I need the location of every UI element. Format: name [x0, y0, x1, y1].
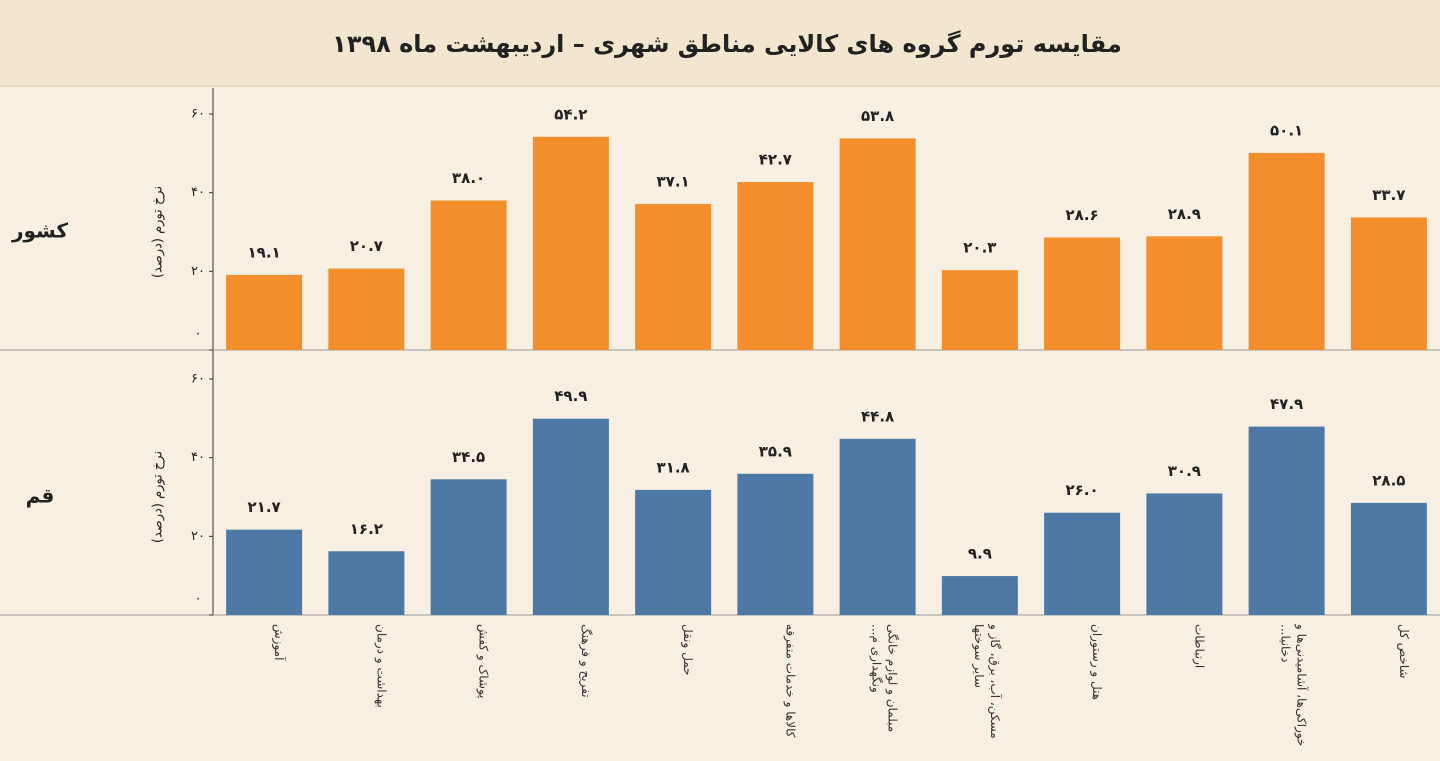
bar — [1350, 217, 1427, 350]
value-label: ۹.۹ — [968, 545, 992, 563]
value-label: ۲۸.۹ — [1168, 205, 1201, 223]
value-label: ۳۰.۹ — [1168, 462, 1201, 480]
bar — [839, 138, 916, 350]
y-tick-label: ۲۰ — [191, 264, 205, 279]
bar — [1248, 426, 1325, 615]
y-axis-title: نرخ تورم (درصد) — [151, 186, 166, 278]
bar — [430, 200, 507, 350]
x-tick-label: مبلمان و لوازم خانگی ونگهداری م... — [869, 624, 900, 733]
y-tick-label: ۴۰ — [191, 185, 205, 200]
value-label: ۴۷.۹ — [1270, 395, 1303, 413]
y-tick-label: ۶۰ — [191, 107, 205, 122]
bar — [1146, 236, 1223, 350]
value-label: ۲۶.۰ — [1066, 481, 1099, 499]
bar — [1146, 493, 1223, 615]
y-tick-label: ۰ — [195, 327, 202, 342]
value-label: ۱۶.۲ — [350, 520, 383, 538]
value-label: ۳۵.۹ — [759, 442, 792, 460]
bar — [532, 418, 609, 615]
value-label: ۳۱.۸ — [657, 458, 690, 476]
bar — [226, 274, 303, 350]
value-label: ۳۴.۵ — [452, 448, 485, 466]
y-tick-label: ۶۰ — [191, 372, 205, 387]
value-label: ۲۰.۷ — [350, 237, 383, 255]
x-tick-label: آموزش — [272, 624, 287, 661]
value-label: ۳۳.۷ — [1372, 186, 1405, 204]
value-label: ۵۳.۸ — [861, 107, 894, 125]
x-tick-label: ارتباطات — [1192, 624, 1207, 669]
value-label: ۴۲.۷ — [759, 151, 792, 169]
bar — [328, 551, 405, 615]
x-tick-label: بهداشت و درمان — [374, 624, 389, 708]
bar — [737, 473, 814, 615]
bar — [941, 576, 1018, 615]
value-label: ۲۸.۵ — [1372, 471, 1405, 489]
x-tick-label: شاخص کل — [1396, 624, 1411, 679]
value-label: ۱۹.۱ — [248, 243, 281, 261]
title-band — [0, 0, 1440, 86]
value-label: ۵۰.۱ — [1270, 121, 1303, 139]
x-tick-label: تفریح و فرهنگ — [578, 624, 593, 698]
value-label: ۵۴.۲ — [554, 105, 587, 123]
bar — [1044, 512, 1121, 615]
x-tick-label: حمل ونقل — [681, 624, 696, 676]
series-label: کشور — [11, 219, 68, 243]
bar — [226, 529, 303, 615]
y-tick-label: ۴۰ — [191, 450, 205, 465]
bar — [532, 136, 609, 350]
y-tick-label: ۰ — [195, 592, 202, 607]
value-label: ۳۷.۱ — [657, 173, 690, 191]
x-tick-label: خوراکی‌ها، آشامیدنی‌ها و دخانیا... — [1278, 624, 1309, 747]
value-label: ۳۸.۰ — [452, 169, 485, 187]
value-label: ۲۸.۶ — [1066, 206, 1099, 224]
series-label: قم — [26, 484, 55, 508]
value-label: ۲۰.۳ — [963, 239, 996, 257]
bar — [1248, 152, 1325, 350]
y-tick-label: ۲۰ — [191, 529, 205, 544]
value-label: ۲۱.۷ — [248, 498, 281, 516]
chart-title: مقایسه تورم گروه های کالایی مناطق شهری –… — [332, 30, 1122, 58]
bar — [430, 479, 507, 615]
bar — [1044, 237, 1121, 350]
y-axis-title: نرخ تورم (درصد) — [151, 451, 166, 543]
value-label: ۴۴.۸ — [861, 407, 894, 425]
bar — [737, 182, 814, 350]
bar — [941, 270, 1018, 350]
bar — [635, 204, 712, 350]
bar — [328, 268, 405, 350]
x-tick-label: کالاها و خدمات متفرقه — [783, 624, 798, 738]
bar — [1350, 502, 1427, 615]
x-tick-label: پوشاک و کفش — [476, 624, 491, 699]
x-tick-label: هتل و رستوران — [1090, 624, 1105, 701]
value-label: ۴۹.۹ — [554, 387, 587, 405]
bar — [839, 438, 916, 615]
bar — [635, 489, 712, 615]
x-tick-label: مسکن، آب، برق، گاز و سایر سوختها — [971, 624, 1002, 739]
